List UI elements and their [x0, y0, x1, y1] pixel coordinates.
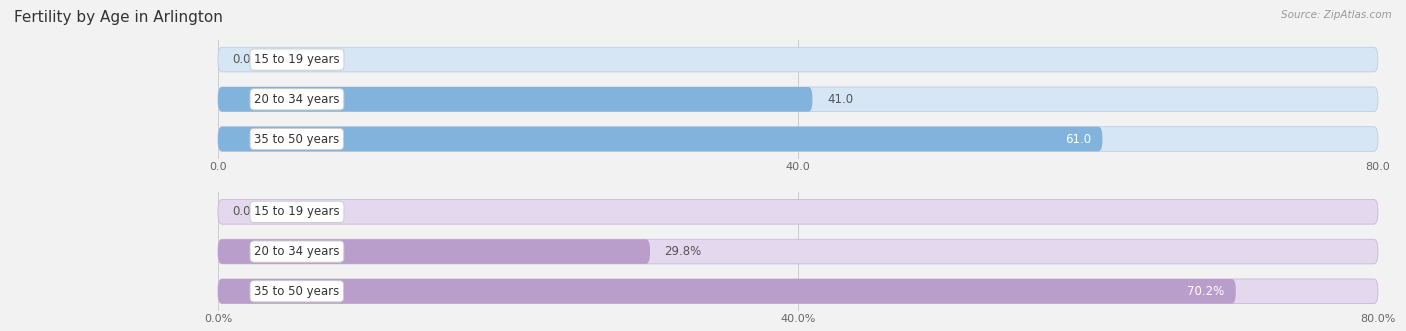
- FancyBboxPatch shape: [218, 87, 1378, 112]
- Text: Fertility by Age in Arlington: Fertility by Age in Arlington: [14, 10, 224, 25]
- Text: 29.8%: 29.8%: [665, 245, 702, 258]
- Text: Source: ZipAtlas.com: Source: ZipAtlas.com: [1281, 10, 1392, 20]
- Text: 61.0: 61.0: [1064, 132, 1091, 146]
- FancyBboxPatch shape: [218, 279, 1378, 304]
- Text: 35 to 50 years: 35 to 50 years: [254, 132, 339, 146]
- FancyBboxPatch shape: [218, 87, 813, 112]
- FancyBboxPatch shape: [218, 239, 650, 264]
- Text: 35 to 50 years: 35 to 50 years: [254, 285, 339, 298]
- FancyBboxPatch shape: [218, 200, 1378, 224]
- FancyBboxPatch shape: [218, 239, 1378, 264]
- Text: 41.0: 41.0: [827, 93, 853, 106]
- Text: 15 to 19 years: 15 to 19 years: [254, 53, 340, 66]
- Text: 15 to 19 years: 15 to 19 years: [254, 205, 340, 218]
- FancyBboxPatch shape: [218, 127, 1378, 151]
- FancyBboxPatch shape: [218, 279, 1236, 304]
- Text: 0.0%: 0.0%: [232, 205, 262, 218]
- Text: 70.2%: 70.2%: [1187, 285, 1225, 298]
- Text: 20 to 34 years: 20 to 34 years: [254, 93, 340, 106]
- FancyBboxPatch shape: [218, 127, 1102, 151]
- Text: 0.0: 0.0: [232, 53, 250, 66]
- Text: 20 to 34 years: 20 to 34 years: [254, 245, 340, 258]
- FancyBboxPatch shape: [218, 47, 1378, 72]
